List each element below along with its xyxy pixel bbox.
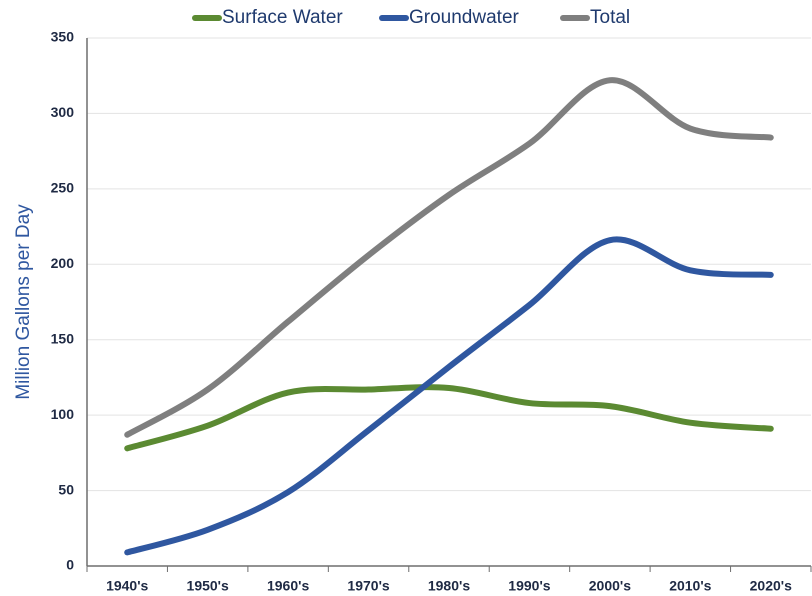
series-line <box>124 77 774 438</box>
x-tick-label: 1940's <box>106 578 148 594</box>
legend-label: Groundwater <box>409 7 520 28</box>
x-tick-label: 1990's <box>508 578 550 594</box>
x-tick-label: 1980's <box>428 578 470 594</box>
y-tick-label: 50 <box>58 481 74 497</box>
legend-label: Total <box>590 7 630 28</box>
series-line <box>124 384 774 452</box>
x-tick-label: 2020's <box>750 578 792 594</box>
y-tick-label: 350 <box>51 29 75 45</box>
x-tick-label: 1970's <box>347 578 389 594</box>
y-axis-label: Million Gallons per Day <box>13 204 34 400</box>
x-tick-label: 2000's <box>589 578 631 594</box>
y-tick-label: 0 <box>66 557 74 573</box>
y-tick-label: 200 <box>51 255 75 271</box>
y-tick-label: 150 <box>51 330 75 346</box>
series-line <box>124 236 774 556</box>
y-tick-label: 250 <box>51 180 75 196</box>
y-tick-label: 300 <box>51 104 75 120</box>
x-tick-label: 1960's <box>267 578 309 594</box>
y-tick-label: 100 <box>51 406 75 422</box>
legend-label: Surface Water <box>222 7 343 28</box>
x-tick-label: 2010's <box>669 578 711 594</box>
x-tick-label: 1950's <box>187 578 229 594</box>
